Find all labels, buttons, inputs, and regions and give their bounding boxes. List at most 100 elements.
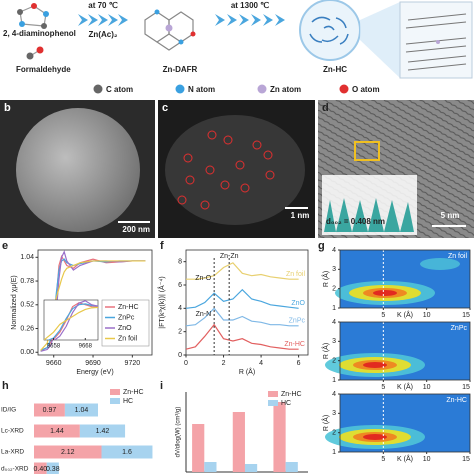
bar [34, 403, 65, 417]
scale-bar: 200 nm [122, 225, 150, 234]
y-tick-label: 2 [178, 329, 182, 336]
x-tick-label: 2 [222, 360, 226, 367]
bar [34, 424, 80, 438]
legend-swatch [110, 389, 120, 395]
axes-frame [339, 393, 471, 453]
atom-label: C atom [106, 85, 133, 94]
inset-line [53, 300, 98, 340]
x-axis-label: R (Å) [239, 367, 255, 376]
x-tick-label: 10 [423, 384, 431, 391]
bar [64, 403, 99, 417]
bar [34, 445, 102, 459]
panel-label: i [160, 380, 163, 392]
x-tick-label: 15 [462, 312, 470, 319]
y-tick-label: 0 [178, 352, 182, 359]
data-line [186, 262, 299, 280]
wavelet-label: Zn-HC [446, 397, 467, 404]
y-tick-label: 0.78 [20, 278, 34, 285]
atom-marker [175, 84, 185, 94]
data-line [185, 288, 299, 309]
data-line [185, 323, 299, 350]
x-tick-label: 10 [423, 456, 431, 463]
x-tick-label: 5 [381, 312, 385, 319]
bar [79, 424, 126, 438]
reactant: 2, 4-diaminophenol [3, 29, 76, 38]
legend-label: ZnO [118, 325, 132, 332]
y-axis-label: R (Å) [321, 415, 330, 431]
legend-label: Zn-HC [281, 391, 302, 398]
inset-x-tick-label: 9658 [47, 344, 61, 350]
legend-label: HC [123, 398, 133, 405]
wavelet-contour [373, 290, 397, 296]
x-tick-label: 10 [423, 312, 431, 319]
bar [244, 464, 258, 472]
value-label: 0.38 [46, 466, 60, 473]
annotation: Zn-N [196, 311, 212, 318]
y-tick-label: 0.26 [20, 325, 34, 332]
atom-marker [339, 84, 349, 94]
reactant: Formaldehyde [16, 65, 71, 74]
atom-marker [257, 84, 267, 94]
panel-label: g [318, 240, 325, 252]
value-label: 0.40 [34, 466, 48, 473]
y-tick-label: 3 [332, 338, 336, 345]
atom-label: O atom [352, 85, 380, 94]
wavelet-contour [363, 434, 387, 440]
y-tick-label: 1 [332, 305, 336, 312]
panel-label: d [322, 102, 329, 114]
atom-label: Zn atom [270, 85, 301, 94]
value-label: 1.04 [75, 407, 89, 414]
series-label: Zn foil [286, 271, 306, 278]
y-tick-label: 3 [332, 410, 336, 417]
product: Zn-HC [323, 65, 347, 74]
y-tick-label: 2 [332, 286, 336, 293]
axes-frame [185, 249, 309, 356]
bar [46, 462, 59, 474]
inset-line [47, 303, 98, 340]
panel-label: c [162, 102, 168, 114]
y-tick-label: 6 [178, 282, 182, 289]
y-axis-label: R (Å) [321, 343, 330, 359]
y-tick-label: 0.00 [20, 349, 34, 356]
y-axis-label: R (Å) [321, 271, 330, 287]
legend-label: ZnPc [118, 314, 135, 321]
intermediate: Zn-DAFR [163, 65, 198, 74]
wavelet-label: Zn foil [448, 253, 468, 260]
atom-marker [93, 84, 103, 94]
x-axis-label: K (Å) [397, 310, 413, 319]
value-label: 0.97 [43, 407, 57, 414]
legend-swatch [268, 400, 278, 406]
scale-bar: 1 nm [291, 211, 310, 220]
legend-label: Zn-HC [118, 304, 139, 311]
y-axis-label: Normalized χμ(E) [11, 275, 18, 329]
y-tick-label: 1.04 [20, 254, 34, 261]
micrograph-b: b 200 nm [0, 100, 155, 238]
value-label: 1.44 [50, 428, 64, 435]
x-tick-label: 15 [462, 384, 470, 391]
axes-frame [339, 249, 471, 309]
value-label: 1.42 [96, 428, 110, 435]
x-tick-label: 4 [259, 360, 263, 367]
legend-swatch [268, 391, 278, 397]
y-tick-label: 0.52 [20, 302, 34, 309]
axes-frame [37, 249, 153, 356]
y-tick-label: 4 [178, 305, 182, 312]
y-axis-label: dV/dlog(W) (cm³/g) [176, 407, 182, 458]
x-tick-label: 5 [381, 456, 385, 463]
micrograph-d: d d₀₀₂ = 0.408 nm 5 nm [318, 100, 474, 238]
x-tick-label: 15 [462, 456, 470, 463]
value-label: 2.12 [61, 449, 75, 456]
x-tick-label: 9690 [85, 360, 101, 367]
legend-label: Zn foil [118, 335, 138, 342]
axes-frame [339, 321, 471, 381]
bar [34, 462, 47, 474]
bar [285, 462, 298, 472]
series-label: ZnPc [289, 318, 306, 325]
step-temperature: at 1300 ℃ [231, 1, 269, 10]
panel-label: b [4, 102, 11, 114]
annotation: Zn-Zn [220, 253, 239, 260]
y-tick-label: La-XRD [1, 449, 24, 456]
atom-legend: C atom N atom Zn atom O atom [93, 84, 380, 94]
value-label: 1.6 [122, 449, 132, 456]
